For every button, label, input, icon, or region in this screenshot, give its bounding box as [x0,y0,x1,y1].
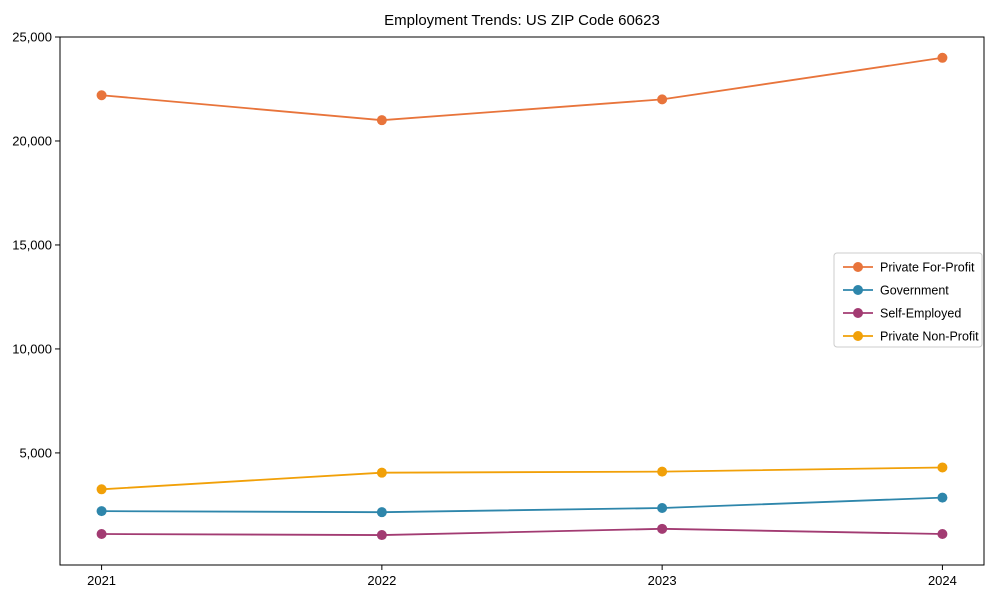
y-axis-tick-label: 20,000 [12,133,52,148]
legend-label-private-non-profit: Private Non-Profit [880,330,979,344]
data-point-private-non-profit-2021 [96,484,107,495]
data-point-self-employed-2021 [96,529,107,540]
series-line-self-employed [101,527,943,536]
chart-title: Employment Trends: US ZIP Code 60623 [384,12,660,29]
data-point-private-non-profit-2024 [937,462,948,473]
legend: Private For-Profit Government Self-Employe… [833,252,983,348]
plot-area: 5,000 10,000 15,000 20,000 25,000 2021 2022 202… [12,30,985,588]
series-line-private-non-profit [101,466,943,491]
data-point-government-2023 [657,503,668,514]
data-point-government-2021 [96,506,107,517]
x-axis-tick-label: 2022 [367,573,396,588]
x-axis-tick-label: 2023 [648,573,677,588]
x-axis-tick-label: 2024 [928,573,957,588]
legend-label-private-for-profit: Private For-Profit [880,261,975,275]
series-line-private-for-profit [101,56,943,122]
legend-box [833,252,983,348]
data-point-government-2022 [376,507,387,518]
data-point-self-employed-2022 [376,530,387,541]
data-point-private-for-profit-2022 [376,115,387,126]
legend-swatch-marker-private-for-profit [853,262,863,272]
data-point-private-for-profit-2024 [937,52,948,63]
legend-swatch-marker-self-employed [853,308,863,318]
y-axis-tick-label: 10,000 [12,341,52,356]
data-point-private-for-profit-2023 [657,94,668,105]
data-point-private-non-profit-2023 [657,466,668,477]
legend-label-self-employed: Self-Employed [880,307,961,321]
y-axis-tick-label: 15,000 [12,237,52,252]
y-axis-tick-label: 25,000 [12,30,52,45]
x-axis-tick-label: 2021 [87,573,116,588]
y-axis-tick-label: 5,000 [19,445,52,460]
series-line-government [101,496,943,514]
data-point-private-for-profit-2021 [96,90,107,101]
data-point-self-employed-2024 [937,529,948,540]
legend-label-government: Government [880,284,949,298]
legend-swatch-marker-government [853,285,863,295]
axes-frame [59,36,985,566]
legend-swatch-marker-private-non-profit [853,331,863,341]
data-point-government-2024 [937,492,948,503]
data-point-private-non-profit-2022 [376,467,387,478]
data-point-self-employed-2023 [657,523,668,534]
